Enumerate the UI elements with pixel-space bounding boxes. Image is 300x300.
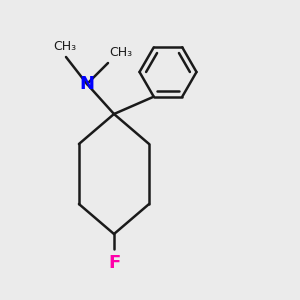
Text: CH₃: CH₃	[53, 40, 76, 52]
Text: N: N	[80, 75, 94, 93]
Text: CH₃: CH₃	[110, 46, 133, 59]
Text: F: F	[108, 254, 120, 272]
